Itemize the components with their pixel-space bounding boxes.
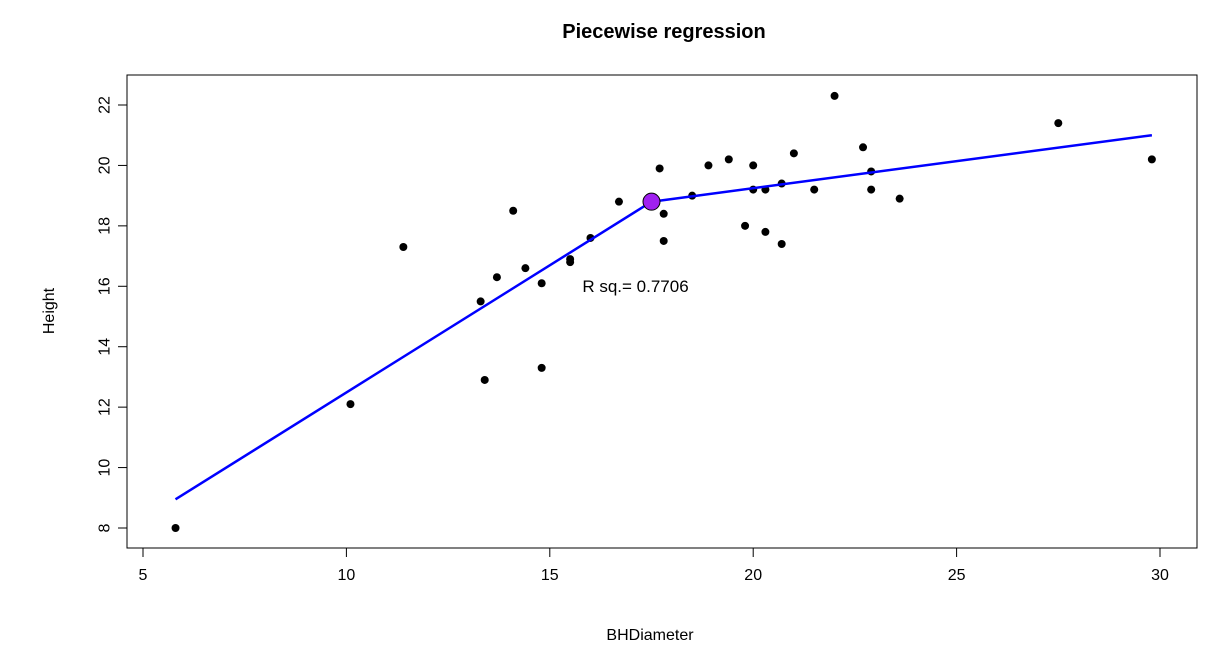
- breakpoint-marker: [642, 192, 661, 211]
- x-tick-label: 25: [948, 567, 966, 584]
- data-point: [492, 273, 501, 282]
- data-point: [566, 258, 575, 267]
- x-tick-label: 30: [1151, 567, 1169, 584]
- plot-frame: [126, 74, 1198, 549]
- y-tick-label: 16: [97, 277, 114, 295]
- data-point: [480, 375, 489, 384]
- y-tick-label: 18: [97, 217, 114, 235]
- x-tick-label: 15: [541, 567, 559, 584]
- data-point: [399, 243, 408, 252]
- x-tick-label: 10: [338, 567, 356, 584]
- data-point: [789, 149, 798, 158]
- data-point: [749, 161, 758, 170]
- data-point: [537, 279, 546, 288]
- fit-line-group: [174, 133, 1153, 501]
- data-point: [741, 221, 750, 230]
- r-squared-annotation: R sq.= 0.7706: [582, 277, 688, 296]
- data-point: [859, 143, 868, 152]
- y-tick-label: 10: [97, 459, 114, 477]
- breakpoint-group: [642, 192, 661, 211]
- data-point: [895, 194, 904, 203]
- data-point: [810, 185, 819, 194]
- y-tick-label: 22: [97, 96, 114, 114]
- data-point: [1147, 155, 1156, 164]
- fit-line: [174, 133, 1153, 501]
- data-point: [724, 155, 733, 164]
- data-point: [171, 524, 180, 532]
- data-point: [704, 161, 713, 170]
- y-axis: 8 10 12 14 16 18 20 22: [97, 96, 128, 532]
- y-tick-label: 12: [97, 398, 114, 416]
- x-axis: 5 10 15 20 25 30: [139, 547, 1169, 584]
- chart-title: Piecewise regression: [562, 21, 765, 43]
- data-point: [509, 206, 518, 215]
- data-point: [346, 400, 355, 409]
- x-axis-label: BHDiameter: [606, 627, 694, 644]
- data-point: [537, 363, 546, 372]
- data-point: [777, 239, 786, 248]
- data-point: [761, 227, 770, 236]
- data-point: [521, 264, 530, 273]
- data-point: [867, 185, 876, 194]
- y-tick-label: 20: [97, 156, 114, 174]
- data-point: [659, 236, 668, 245]
- y-tick-label: 14: [97, 338, 114, 356]
- data-point: [830, 91, 839, 100]
- x-tick-label: 5: [139, 567, 148, 584]
- y-tick-label: 8: [97, 523, 114, 532]
- y-axis-label: Height: [41, 287, 58, 334]
- data-points: [171, 91, 1156, 532]
- data-point: [614, 197, 623, 206]
- data-point: [1054, 119, 1063, 128]
- data-point: [659, 209, 668, 218]
- data-point: [476, 297, 485, 306]
- data-point: [655, 164, 664, 173]
- x-tick-label: 20: [744, 567, 762, 584]
